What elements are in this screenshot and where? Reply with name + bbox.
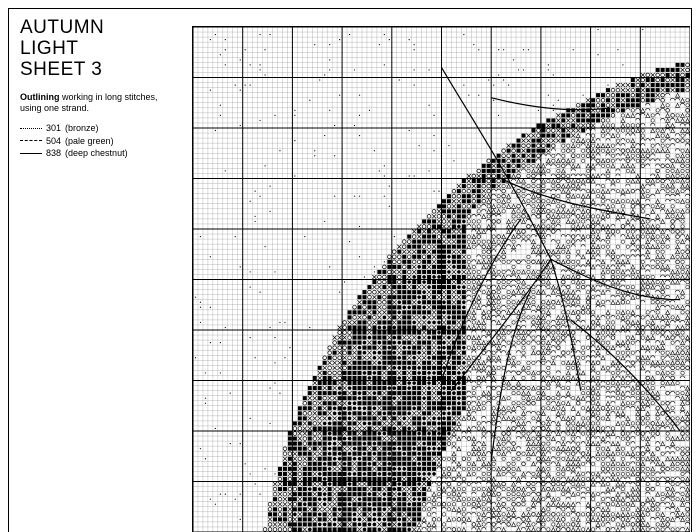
legend-row: 301 (bronze): [20, 122, 128, 135]
legend-row: 838 (deep chestnut): [20, 147, 128, 160]
legend-name: (pale green): [65, 135, 114, 148]
legend-name: (deep chestnut): [65, 147, 128, 160]
chart-svg: [193, 27, 690, 532]
line-swatch-solid: [20, 153, 42, 154]
outlining-bold: Outlining: [20, 92, 60, 102]
legend-code: 504: [46, 135, 61, 148]
legend-name: (bronze): [65, 122, 99, 135]
line-swatch-dotted: [20, 128, 42, 129]
cross-stitch-chart: [192, 26, 690, 532]
title-line-1: AUTUMN: [20, 18, 180, 39]
legend-row: 504 (pale green): [20, 135, 128, 148]
title-line-3: SHEET 3: [20, 60, 180, 81]
line-swatch-dashed: [20, 140, 42, 141]
legend-code: 301: [46, 122, 61, 135]
legend-code: 838: [46, 147, 61, 160]
title-block: AUTUMN LIGHT SHEET 3: [20, 18, 180, 81]
outlining-note: Outlining working in long stitches, usin…: [20, 92, 180, 114]
title-line-2: LIGHT: [20, 39, 180, 60]
legend: 301 (bronze) 504 (pale green) 838 (deep …: [20, 122, 128, 160]
